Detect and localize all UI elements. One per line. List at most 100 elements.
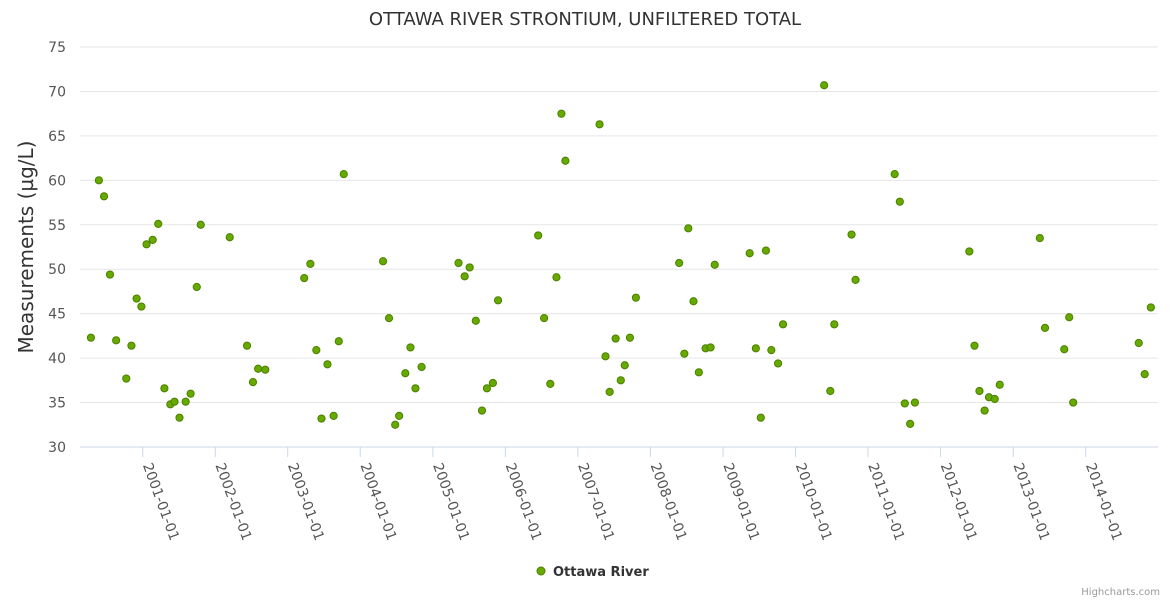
data-point[interactable] bbox=[306, 259, 315, 268]
data-point[interactable] bbox=[471, 316, 480, 325]
data-point[interactable] bbox=[225, 233, 234, 242]
data-point[interactable] bbox=[465, 263, 474, 272]
data-point[interactable] bbox=[1040, 323, 1050, 332]
data-point[interactable] bbox=[175, 413, 184, 422]
data-point[interactable] bbox=[540, 314, 549, 323]
data-point[interactable] bbox=[745, 249, 754, 258]
data-point[interactable] bbox=[1060, 345, 1069, 354]
data-point[interactable] bbox=[906, 419, 915, 428]
data-point[interactable] bbox=[895, 197, 904, 206]
data-point[interactable] bbox=[980, 406, 989, 415]
data-point[interactable] bbox=[154, 219, 163, 228]
data-point[interactable] bbox=[406, 343, 415, 352]
data-point[interactable] bbox=[105, 270, 115, 279]
data-point[interactable] bbox=[384, 314, 394, 323]
data-point[interactable] bbox=[312, 346, 321, 355]
data-point[interactable] bbox=[137, 302, 146, 311]
data-point[interactable] bbox=[132, 294, 141, 303]
data-point[interactable] bbox=[710, 260, 719, 269]
data-point[interactable] bbox=[482, 384, 492, 393]
data-point[interactable] bbox=[300, 274, 309, 283]
data-point[interactable] bbox=[706, 343, 715, 352]
data-point[interactable] bbox=[631, 293, 640, 302]
data-point[interactable] bbox=[112, 336, 121, 345]
data-point[interactable] bbox=[181, 397, 190, 406]
data-point[interactable] bbox=[170, 397, 179, 406]
data-point[interactable] bbox=[546, 379, 555, 388]
data-point[interactable] bbox=[1146, 303, 1155, 312]
data-point[interactable] bbox=[186, 389, 195, 398]
data-point[interactable] bbox=[561, 156, 570, 165]
legend-item-ottawa-river[interactable]: Ottawa River bbox=[553, 565, 649, 580]
data-point[interactable] bbox=[778, 320, 788, 329]
data-point[interactable] bbox=[625, 333, 635, 342]
data-point[interactable] bbox=[142, 240, 151, 249]
data-point[interactable] bbox=[378, 257, 388, 266]
data-point[interactable] bbox=[1069, 398, 1078, 407]
data-point[interactable] bbox=[830, 320, 839, 329]
data-point[interactable] bbox=[900, 399, 909, 408]
data-point[interactable] bbox=[557, 109, 566, 118]
data-point[interactable] bbox=[605, 387, 614, 396]
data-point[interactable] bbox=[488, 378, 497, 388]
data-point[interactable] bbox=[254, 364, 263, 373]
data-point[interactable] bbox=[620, 361, 629, 370]
data-point[interactable] bbox=[94, 176, 103, 185]
data-point[interactable] bbox=[454, 258, 463, 268]
data-point[interactable] bbox=[910, 398, 920, 407]
data-point[interactable] bbox=[1035, 234, 1044, 243]
data-point[interactable] bbox=[411, 384, 420, 393]
data-point[interactable] bbox=[773, 359, 783, 368]
data-point[interactable] bbox=[395, 411, 404, 420]
data-point[interactable] bbox=[192, 282, 201, 292]
data-point[interactable] bbox=[689, 297, 698, 306]
data-point[interactable] bbox=[317, 414, 326, 423]
data-point[interactable] bbox=[611, 334, 620, 343]
data-point[interactable] bbox=[826, 386, 835, 396]
data-point[interactable] bbox=[99, 192, 109, 201]
data-point[interactable] bbox=[261, 365, 270, 374]
data-point[interactable] bbox=[552, 273, 561, 282]
data-point[interactable] bbox=[1065, 313, 1074, 322]
data-point[interactable] bbox=[86, 333, 96, 342]
data-point[interactable] bbox=[477, 406, 487, 415]
data-point[interactable] bbox=[990, 394, 999, 404]
legend[interactable]: Ottawa River bbox=[536, 565, 649, 580]
data-point[interactable] bbox=[694, 368, 703, 377]
data-point[interactable] bbox=[334, 337, 343, 346]
data-point[interactable] bbox=[890, 170, 899, 179]
data-point[interactable] bbox=[323, 360, 332, 369]
data-point[interactable] bbox=[756, 413, 765, 422]
data-point[interactable] bbox=[970, 341, 979, 350]
data-point[interactable] bbox=[684, 224, 693, 233]
data-point[interactable] bbox=[534, 231, 543, 240]
data-point[interactable] bbox=[122, 374, 131, 383]
data-point[interactable] bbox=[820, 81, 829, 90]
data-point[interactable] bbox=[196, 220, 205, 229]
data-point[interactable] bbox=[675, 258, 684, 268]
data-point[interactable] bbox=[851, 275, 860, 284]
data-point[interactable] bbox=[965, 247, 974, 256]
data-point[interactable] bbox=[975, 386, 984, 396]
data-point[interactable] bbox=[1134, 338, 1143, 348]
data-point[interactable] bbox=[242, 341, 252, 350]
credits-link[interactable]: Highcharts.com bbox=[1081, 587, 1160, 598]
data-point[interactable] bbox=[601, 352, 610, 361]
data-point[interactable] bbox=[767, 346, 776, 355]
data-point[interactable] bbox=[761, 246, 771, 255]
data-point[interactable] bbox=[460, 272, 469, 281]
data-point[interactable] bbox=[995, 380, 1004, 389]
data-point[interactable] bbox=[751, 344, 760, 353]
data-point[interactable] bbox=[248, 378, 258, 387]
data-point[interactable] bbox=[127, 341, 136, 350]
data-point[interactable] bbox=[417, 362, 426, 372]
data-point[interactable] bbox=[680, 349, 689, 358]
data-point[interactable] bbox=[595, 120, 604, 129]
data-point[interactable] bbox=[847, 230, 856, 239]
data-point[interactable] bbox=[493, 296, 503, 305]
data-point[interactable] bbox=[401, 369, 410, 378]
data-point[interactable] bbox=[329, 411, 338, 420]
data-point[interactable] bbox=[339, 170, 348, 179]
data-point[interactable] bbox=[160, 384, 169, 393]
data-point[interactable] bbox=[391, 420, 400, 429]
